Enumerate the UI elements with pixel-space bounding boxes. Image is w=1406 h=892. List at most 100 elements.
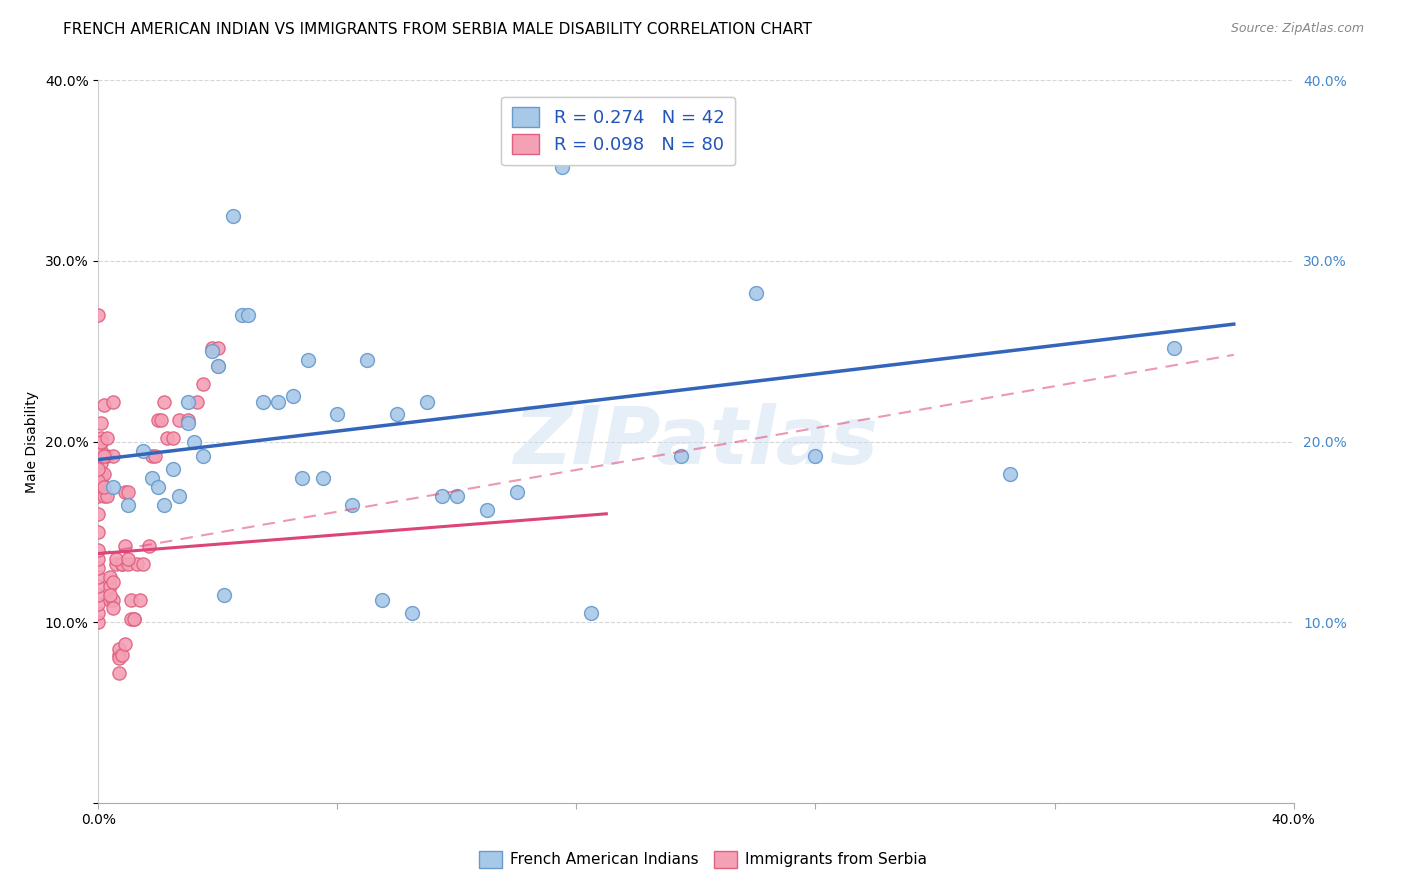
Point bbox=[98, 593, 122, 607]
Point bbox=[132, 443, 155, 458]
Point bbox=[87, 308, 110, 322]
Point bbox=[669, 449, 692, 463]
Point bbox=[114, 485, 136, 500]
Point bbox=[114, 637, 136, 651]
Point bbox=[87, 570, 110, 584]
Point bbox=[236, 308, 259, 322]
Point bbox=[446, 489, 468, 503]
Point bbox=[108, 648, 131, 662]
Point bbox=[162, 461, 184, 475]
Y-axis label: Male Disability: Male Disability bbox=[25, 391, 39, 492]
Point bbox=[105, 552, 128, 566]
Point bbox=[183, 434, 205, 449]
Point bbox=[120, 611, 142, 625]
Point bbox=[117, 498, 139, 512]
Point bbox=[416, 394, 439, 409]
Point bbox=[87, 552, 110, 566]
Point bbox=[87, 597, 110, 611]
Legend: French American Indians, Immigrants from Serbia: French American Indians, Immigrants from… bbox=[474, 845, 932, 873]
Point bbox=[103, 575, 125, 590]
Point bbox=[87, 461, 110, 475]
Point bbox=[297, 353, 319, 368]
Point bbox=[385, 408, 409, 422]
Point bbox=[1163, 341, 1185, 355]
Point bbox=[114, 539, 136, 553]
Point bbox=[148, 413, 170, 427]
Point bbox=[138, 539, 160, 553]
Point bbox=[90, 456, 112, 470]
Point bbox=[252, 394, 274, 409]
Point bbox=[93, 398, 115, 412]
Point bbox=[117, 558, 139, 572]
Point bbox=[191, 376, 214, 391]
Point bbox=[267, 394, 290, 409]
Point bbox=[150, 413, 173, 427]
Point bbox=[124, 611, 146, 625]
Point bbox=[87, 606, 110, 620]
Point bbox=[201, 344, 224, 359]
Point bbox=[87, 524, 110, 539]
Point bbox=[207, 341, 229, 355]
Point bbox=[90, 449, 112, 463]
Point bbox=[143, 449, 166, 463]
Point bbox=[87, 561, 110, 575]
Point bbox=[117, 485, 139, 500]
Point bbox=[93, 480, 115, 494]
Point bbox=[153, 394, 176, 409]
Point bbox=[430, 489, 453, 503]
Point bbox=[117, 552, 139, 566]
Point bbox=[506, 485, 529, 500]
Point bbox=[87, 615, 110, 630]
Point bbox=[90, 431, 112, 445]
Point bbox=[212, 588, 235, 602]
Point bbox=[132, 558, 155, 572]
Point bbox=[156, 431, 179, 445]
Point bbox=[998, 467, 1021, 481]
Point bbox=[281, 389, 304, 403]
Point bbox=[90, 434, 112, 449]
Point bbox=[207, 359, 229, 373]
Point bbox=[87, 588, 110, 602]
Point bbox=[127, 558, 149, 572]
Point bbox=[371, 593, 394, 607]
Point bbox=[108, 642, 131, 657]
Point bbox=[141, 471, 163, 485]
Point bbox=[129, 593, 152, 607]
Point bbox=[177, 394, 200, 409]
Point bbox=[96, 449, 118, 463]
Point bbox=[90, 467, 112, 481]
Point bbox=[96, 431, 118, 445]
Point bbox=[124, 611, 146, 625]
Point bbox=[90, 443, 112, 458]
Point bbox=[111, 648, 134, 662]
Point bbox=[111, 558, 134, 572]
Point bbox=[356, 353, 378, 368]
Point bbox=[326, 408, 349, 422]
Point bbox=[581, 606, 603, 620]
Point bbox=[87, 542, 110, 557]
Point bbox=[475, 503, 498, 517]
Text: FRENCH AMERICAN INDIAN VS IMMIGRANTS FROM SERBIA MALE DISABILITY CORRELATION CHA: FRENCH AMERICAN INDIAN VS IMMIGRANTS FRO… bbox=[63, 22, 813, 37]
Point bbox=[231, 308, 253, 322]
Point bbox=[207, 359, 229, 373]
Point bbox=[103, 394, 125, 409]
Point bbox=[342, 498, 364, 512]
Text: ZIPatlas: ZIPatlas bbox=[513, 402, 879, 481]
Point bbox=[87, 579, 110, 593]
Legend: R = 0.274   N = 42, R = 0.098   N = 80: R = 0.274 N = 42, R = 0.098 N = 80 bbox=[502, 96, 735, 165]
Point bbox=[98, 570, 122, 584]
Point bbox=[177, 413, 200, 427]
Point bbox=[93, 449, 115, 463]
Point bbox=[120, 593, 142, 607]
Point bbox=[111, 558, 134, 572]
Point bbox=[87, 475, 110, 489]
Point bbox=[222, 209, 245, 223]
Point bbox=[90, 475, 112, 489]
Point bbox=[93, 467, 115, 481]
Point bbox=[148, 480, 170, 494]
Point bbox=[191, 449, 214, 463]
Point bbox=[87, 489, 110, 503]
Point bbox=[162, 431, 184, 445]
Point bbox=[103, 480, 125, 494]
Point bbox=[90, 480, 112, 494]
